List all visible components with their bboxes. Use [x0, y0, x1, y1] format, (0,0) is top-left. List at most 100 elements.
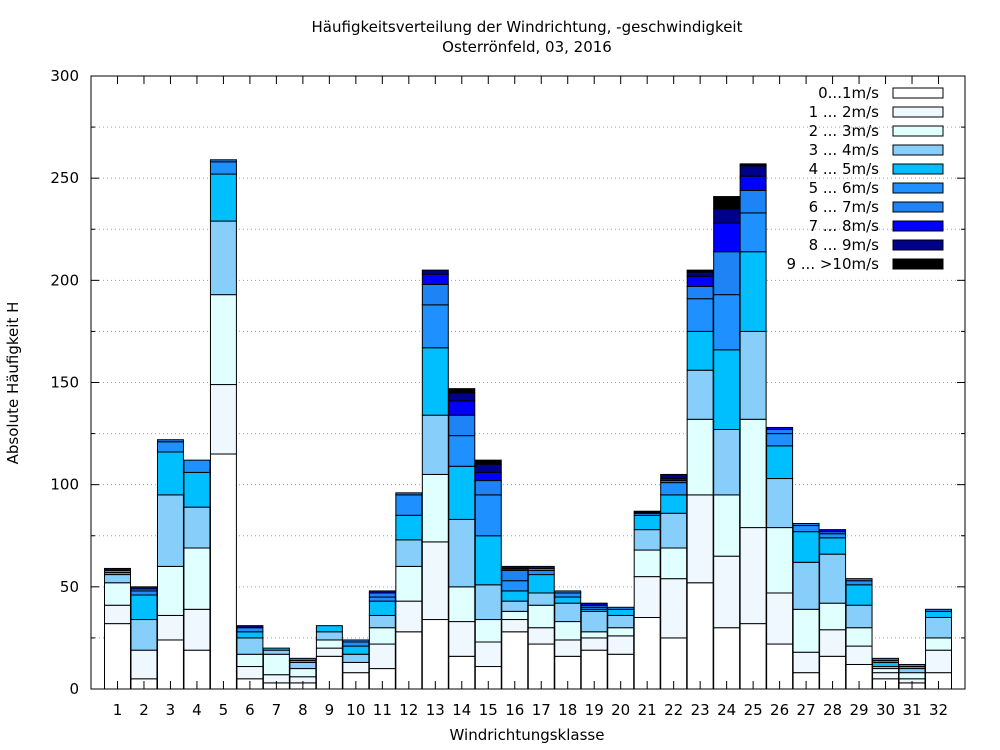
- bar-segment: [448, 388, 476, 394]
- bar-segment: [474, 619, 502, 643]
- bar-segment: [315, 625, 343, 633]
- bar-segment: [686, 330, 714, 371]
- legend-swatch: [892, 144, 944, 156]
- bar-segment: [660, 578, 688, 639]
- bar-segment: [342, 645, 370, 655]
- bar-segment: [713, 627, 741, 690]
- bar-segment: [898, 663, 926, 668]
- x-tick-label: 1: [113, 701, 123, 719]
- bar-segment: [660, 473, 688, 480]
- bar-segment: [527, 627, 555, 645]
- bar-segment: [739, 623, 767, 690]
- bar-segment: [686, 285, 714, 300]
- x-tick-label: 7: [272, 701, 282, 719]
- bar-segment: [527, 592, 555, 606]
- bar-segment: [156, 439, 184, 443]
- y-tick-label: 200: [50, 271, 79, 289]
- bar-segment: [104, 604, 131, 625]
- bar-segment: [209, 220, 237, 296]
- bar-segment: [766, 433, 794, 447]
- bar-segment: [686, 582, 714, 690]
- bar-segment: [501, 610, 529, 621]
- x-tick-label: 28: [823, 701, 842, 719]
- x-tick-label: 2: [139, 701, 149, 719]
- bar-segment: [183, 471, 211, 508]
- bar-segment: [766, 429, 794, 435]
- bar-segment: [660, 512, 688, 549]
- x-tick-label: 5: [219, 701, 229, 719]
- x-tick-label: 23: [691, 701, 710, 719]
- bar-segment: [633, 616, 661, 690]
- x-tick-label: 18: [558, 701, 577, 719]
- x-tick-label: 30: [876, 701, 895, 719]
- x-tick-label: 19: [585, 701, 604, 719]
- bar-segment: [156, 451, 184, 496]
- bar-segment: [660, 637, 688, 690]
- legend-label: 2 ... 3m/s: [809, 122, 880, 140]
- bar-segment: [156, 565, 184, 616]
- legend-label: 6 ... 7m/s: [809, 198, 880, 216]
- bar-segment: [289, 657, 317, 661]
- bar-segment: [527, 569, 555, 576]
- bar-segment: [713, 196, 741, 210]
- bar-segment: [766, 527, 794, 594]
- bar-segment: [686, 494, 714, 584]
- bar-segment: [819, 529, 847, 533]
- bar-segment: [872, 672, 900, 680]
- bar-segment: [607, 606, 635, 610]
- bar-segment: [925, 608, 952, 612]
- bar-segment: [474, 584, 502, 621]
- bar-segment: [527, 604, 555, 629]
- bar-segment: [527, 574, 555, 594]
- bar-segment: [845, 578, 873, 582]
- bar-segment: [633, 549, 661, 578]
- bar-segment: [766, 478, 794, 529]
- y-axis-label: Absolute Häufigkeit H: [4, 302, 22, 465]
- x-tick-label: 27: [797, 701, 816, 719]
- bar-segment: [474, 459, 502, 465]
- legend-swatch: [892, 125, 944, 137]
- legend-label: 9 ... >10m/s: [786, 255, 879, 273]
- bar-segment: [448, 392, 476, 402]
- bar-segment: [686, 418, 714, 496]
- bar-segment: [925, 649, 952, 674]
- bar-segment: [607, 627, 635, 637]
- bar-segment: [448, 621, 476, 657]
- bar-segment: [925, 616, 952, 639]
- bar-segment: [209, 159, 237, 163]
- x-tick-label: 32: [929, 701, 948, 719]
- bar-segment: [236, 666, 264, 680]
- bar-segment: [183, 608, 211, 651]
- bar-segment: [395, 494, 423, 516]
- bar-segment: [421, 304, 449, 349]
- bar-segment: [289, 661, 317, 670]
- bar-segment: [448, 400, 476, 416]
- bar-segment: [766, 426, 794, 430]
- bar-segment: [580, 610, 608, 633]
- legend-label: 0...1m/s: [818, 84, 879, 102]
- bar-segment: [262, 647, 290, 651]
- bar-segment: [580, 637, 608, 651]
- bar-segment: [501, 600, 529, 612]
- bar-segment: [421, 414, 449, 475]
- bar-segment: [130, 586, 158, 590]
- legend-swatch: [892, 220, 944, 232]
- bar-segment: [554, 621, 582, 641]
- x-axis-label: Windrichtungsklasse: [450, 726, 605, 744]
- bar-segment: [739, 330, 767, 420]
- bar-segment: [368, 627, 396, 645]
- legend-swatch: [892, 106, 944, 118]
- x-tick-label: 15: [479, 701, 498, 719]
- bar-segment: [633, 576, 661, 618]
- bar-segment: [209, 453, 237, 690]
- bar-segment: [315, 631, 343, 641]
- bar-segment: [713, 222, 741, 253]
- bar-segment: [448, 465, 476, 520]
- bar-segment: [289, 668, 317, 678]
- legend-swatch: [892, 201, 944, 213]
- bar-segment: [898, 672, 926, 680]
- bar-segment: [236, 625, 264, 629]
- x-tick-label: 3: [166, 701, 176, 719]
- bar-segment: [660, 494, 688, 514]
- x-tick-label: 12: [399, 701, 418, 719]
